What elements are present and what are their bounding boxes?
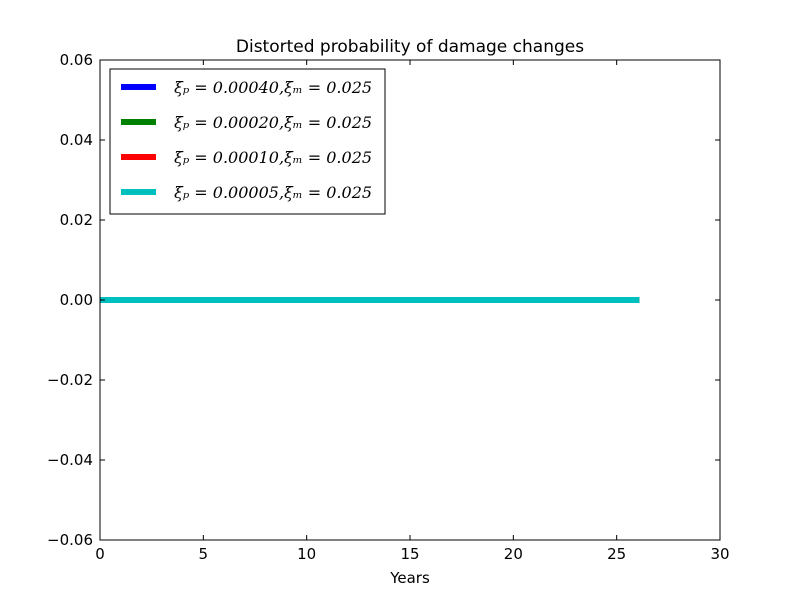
y-tick-label: −0.02: [47, 371, 93, 389]
legend: ξₚ = 0.00040,ξₘ = 0.025 ξₚ = 0.00020,ξₘ =…: [109, 68, 386, 215]
x-tick-label: 15: [400, 545, 419, 563]
y-tick-label: 0.04: [60, 131, 93, 149]
y-tick-label: 0.00: [60, 291, 93, 309]
x-tick-label: 0: [95, 545, 105, 563]
tick-layer: 0 5 10 15 20 25 30 −0.06 −0.04 −0.02 0.00 0.02 0.04 0…: [47, 51, 730, 563]
y-tick-label: 0.02: [60, 211, 93, 229]
x-tick-label: 20: [504, 545, 523, 563]
y-tick-label: −0.04: [47, 451, 93, 469]
x-tick-label: 10: [297, 545, 316, 563]
legend-label-4: ξₚ = 0.00005,ξₘ = 0.025: [174, 183, 372, 202]
x-tick-label: 5: [199, 545, 209, 563]
legend-label-2: ξₚ = 0.00020,ξₘ = 0.025: [174, 113, 372, 132]
x-tick-label: 30: [710, 545, 729, 563]
legend-label-1: ξₚ = 0.00040,ξₘ = 0.025: [174, 78, 372, 97]
y-tick-label: −0.06: [47, 531, 93, 549]
y-tick-label: 0.06: [60, 51, 93, 69]
x-axis-label: Years: [389, 569, 430, 587]
legend-label-3: ξₚ = 0.00010,ξₘ = 0.025: [174, 148, 372, 167]
chart-title: Distorted probability of damage changes: [236, 37, 584, 57]
legend-box: [109, 68, 386, 215]
legend-entries: ξₚ = 0.00040,ξₘ = 0.025 ξₚ = 0.00020,ξₘ =…: [121, 78, 372, 202]
x-tick-label: 25: [607, 545, 626, 563]
